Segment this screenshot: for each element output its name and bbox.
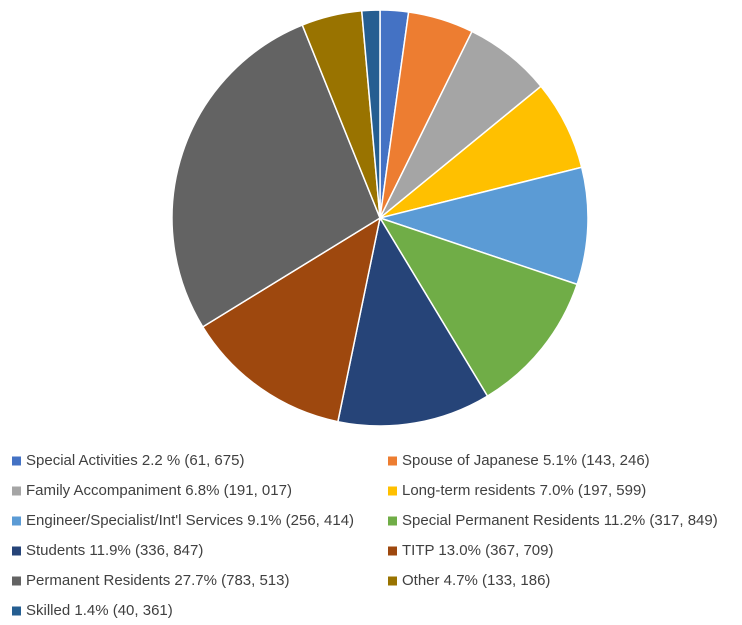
pie-slice	[336, 215, 489, 427]
legend-label: Other 4.7% (133, 186)	[402, 572, 550, 589]
legend-label: Permanent Residents 27.7% (783, 513)	[26, 572, 290, 589]
pie-slice	[378, 216, 579, 398]
legend-label: TITP 13.0% (367, 709)	[402, 542, 553, 559]
legend-label: Family Accompaniment 6.8% (191, 017)	[26, 482, 292, 499]
legend-swatch	[388, 456, 397, 466]
legend-swatch	[12, 516, 21, 526]
pie-slice	[171, 24, 381, 328]
legend-swatch	[388, 516, 397, 526]
legend-swatch	[12, 486, 21, 496]
legend-swatch	[12, 606, 21, 616]
pie-slice	[201, 216, 382, 423]
pie-slice	[360, 9, 381, 219]
legend-swatch	[388, 486, 397, 496]
legend-swatch	[12, 576, 21, 586]
legend-swatch	[388, 546, 397, 556]
legend-label: Long-term residents 7.0% (197, 599)	[402, 482, 646, 499]
legend-swatch	[388, 576, 397, 586]
legend-label: Students 11.9% (336, 847)	[26, 542, 203, 559]
legend-label: Engineer/Specialist/Int'l Services 9.1% …	[26, 512, 354, 529]
legend-label: Special Permanent Residents 11.2% (317, …	[402, 512, 718, 529]
legend-swatch	[12, 546, 21, 556]
pie-slice	[377, 166, 589, 286]
legend-swatch	[12, 456, 21, 466]
legend-label: Skilled 1.4% (40, 361)	[26, 602, 173, 619]
legend-label: Spouse of Japanese 5.1% (143, 246)	[402, 452, 650, 469]
legend-label: Special Activities 2.2 % (61, 675)	[26, 452, 244, 469]
